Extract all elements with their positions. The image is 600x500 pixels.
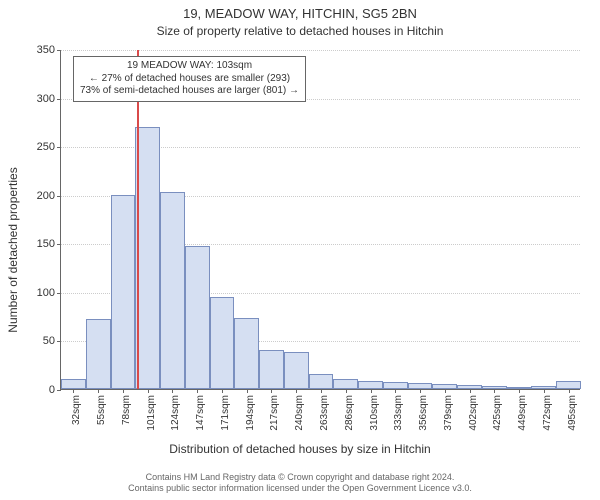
- xtick-mark: [197, 389, 198, 393]
- xtick-label: 147sqm: [195, 395, 206, 431]
- xtick-label: 217sqm: [269, 395, 280, 431]
- footer-line2: Contains public sector information licen…: [0, 483, 600, 494]
- xtick-mark: [98, 389, 99, 393]
- xtick-label: 402sqm: [468, 395, 479, 431]
- xtick-mark: [420, 389, 421, 393]
- xtick-mark: [395, 389, 396, 393]
- annotation-line2: ← 27% of detached houses are smaller (29…: [80, 73, 299, 86]
- ytick-mark: [57, 196, 61, 197]
- ytick-label: 50: [43, 335, 55, 347]
- histogram-bar: [111, 195, 136, 389]
- histogram-bar: [358, 381, 383, 389]
- xtick-label: 310sqm: [369, 395, 380, 431]
- ytick-label: 100: [37, 287, 55, 299]
- xtick-mark: [445, 389, 446, 393]
- ytick-mark: [57, 293, 61, 294]
- ytick-label: 200: [37, 190, 55, 202]
- ytick-mark: [57, 99, 61, 100]
- histogram-bar: [556, 381, 581, 389]
- xtick-label: 449sqm: [517, 395, 528, 431]
- y-axis-label: Number of detached properties: [6, 167, 20, 332]
- xtick-label: 101sqm: [146, 395, 157, 431]
- chart-address-title: 19, MEADOW WAY, HITCHIN, SG5 2BN: [0, 6, 600, 21]
- xtick-label: 32sqm: [71, 395, 82, 425]
- xtick-label: 240sqm: [294, 395, 305, 431]
- xtick-mark: [544, 389, 545, 393]
- histogram-bar: [160, 192, 185, 389]
- ytick-label: 350: [37, 44, 55, 56]
- histogram-bar: [86, 319, 111, 389]
- xtick-label: 379sqm: [443, 395, 454, 431]
- ytick-label: 0: [49, 384, 55, 396]
- ytick-mark: [57, 341, 61, 342]
- ytick-mark: [57, 244, 61, 245]
- histogram-bar: [210, 297, 235, 389]
- xtick-mark: [569, 389, 570, 393]
- xtick-mark: [470, 389, 471, 393]
- xtick-mark: [519, 389, 520, 393]
- xtick-mark: [371, 389, 372, 393]
- annotation-line1: 19 MEADOW WAY: 103sqm: [80, 60, 299, 73]
- chart-container: { "chart": { "type": "histogram", "title…: [0, 0, 600, 500]
- histogram-bar: [383, 382, 408, 389]
- histogram-bar: [284, 352, 309, 389]
- ytick-mark: [57, 50, 61, 51]
- chart-subtitle: Size of property relative to detached ho…: [0, 24, 600, 38]
- annotation-box: 19 MEADOW WAY: 103sqm ← 27% of detached …: [73, 56, 306, 102]
- x-axis-label: Distribution of detached houses by size …: [0, 442, 600, 456]
- ytick-mark: [57, 390, 61, 391]
- xtick-label: 194sqm: [245, 395, 256, 431]
- histogram-bar: [309, 374, 334, 389]
- xtick-label: 55sqm: [96, 395, 107, 425]
- xtick-label: 472sqm: [542, 395, 553, 431]
- footer-line1: Contains HM Land Registry data © Crown c…: [0, 472, 600, 483]
- ytick-mark: [57, 147, 61, 148]
- annotation-line3: 73% of semi-detached houses are larger (…: [80, 85, 299, 98]
- xtick-mark: [247, 389, 248, 393]
- xtick-mark: [321, 389, 322, 393]
- xtick-label: 425sqm: [492, 395, 503, 431]
- histogram-bar: [185, 246, 210, 389]
- histogram-bar: [234, 318, 259, 389]
- xtick-mark: [172, 389, 173, 393]
- histogram-bar: [61, 379, 86, 389]
- ytick-label: 150: [37, 238, 55, 250]
- xtick-mark: [296, 389, 297, 393]
- histogram-bar: [259, 350, 284, 389]
- ytick-label: 250: [37, 141, 55, 153]
- footer-attribution: Contains HM Land Registry data © Crown c…: [0, 472, 600, 495]
- xtick-mark: [346, 389, 347, 393]
- xtick-label: 333sqm: [393, 395, 404, 431]
- xtick-mark: [123, 389, 124, 393]
- xtick-label: 124sqm: [170, 395, 181, 431]
- plot-area: 05010015020025030035032sqm55sqm78sqm101s…: [60, 50, 580, 390]
- xtick-label: 286sqm: [344, 395, 355, 431]
- xtick-label: 495sqm: [567, 395, 578, 431]
- xtick-mark: [271, 389, 272, 393]
- xtick-mark: [494, 389, 495, 393]
- xtick-mark: [148, 389, 149, 393]
- xtick-label: 78sqm: [121, 395, 132, 425]
- xtick-mark: [73, 389, 74, 393]
- xtick-mark: [222, 389, 223, 393]
- xtick-label: 356sqm: [418, 395, 429, 431]
- xtick-label: 263sqm: [319, 395, 330, 431]
- ytick-label: 300: [37, 93, 55, 105]
- xtick-label: 171sqm: [220, 395, 231, 431]
- histogram-bar: [333, 379, 358, 389]
